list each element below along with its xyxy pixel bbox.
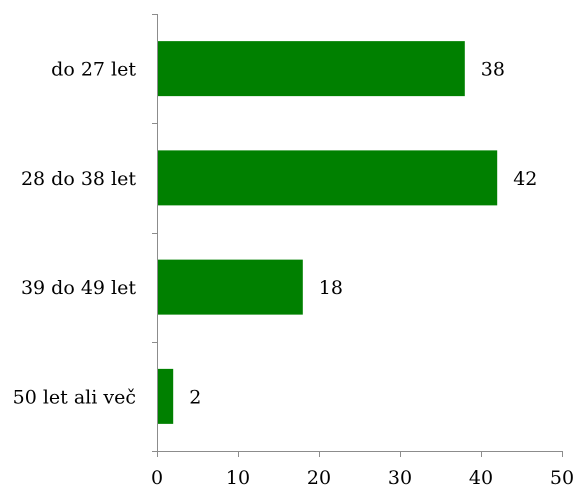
bars-group: [158, 41, 498, 424]
bar: [158, 259, 303, 315]
bar: [158, 41, 465, 97]
value-tick-label: 20: [307, 467, 331, 489]
value-tick-label: 30: [388, 467, 412, 489]
value-tick-label: 10: [226, 467, 250, 489]
category-label: 28 do 38 let: [21, 168, 136, 190]
data-labels-group: 38 42 18 2: [189, 59, 537, 409]
category-label: do 27 let: [51, 59, 136, 81]
bar: [158, 150, 498, 206]
bar: [158, 368, 174, 424]
category-label: 50 let ali več: [13, 386, 136, 408]
value-tick-label: 50: [550, 467, 574, 489]
category-labels-group: do 27 let 28 do 38 let 39 do 49 let 50 let …: [13, 59, 137, 409]
value-tick-label: 0: [151, 467, 163, 489]
data-label: 38: [481, 59, 505, 81]
value-tick-labels-group: 0 10 20 30 40 50: [151, 467, 574, 489]
data-label: 2: [189, 386, 201, 408]
value-axis: [157, 451, 563, 457]
category-axis: [152, 14, 158, 452]
data-label: 42: [513, 168, 537, 190]
value-tick-label: 40: [469, 467, 493, 489]
data-label: 18: [319, 277, 343, 299]
category-label: 39 do 49 let: [21, 277, 136, 299]
